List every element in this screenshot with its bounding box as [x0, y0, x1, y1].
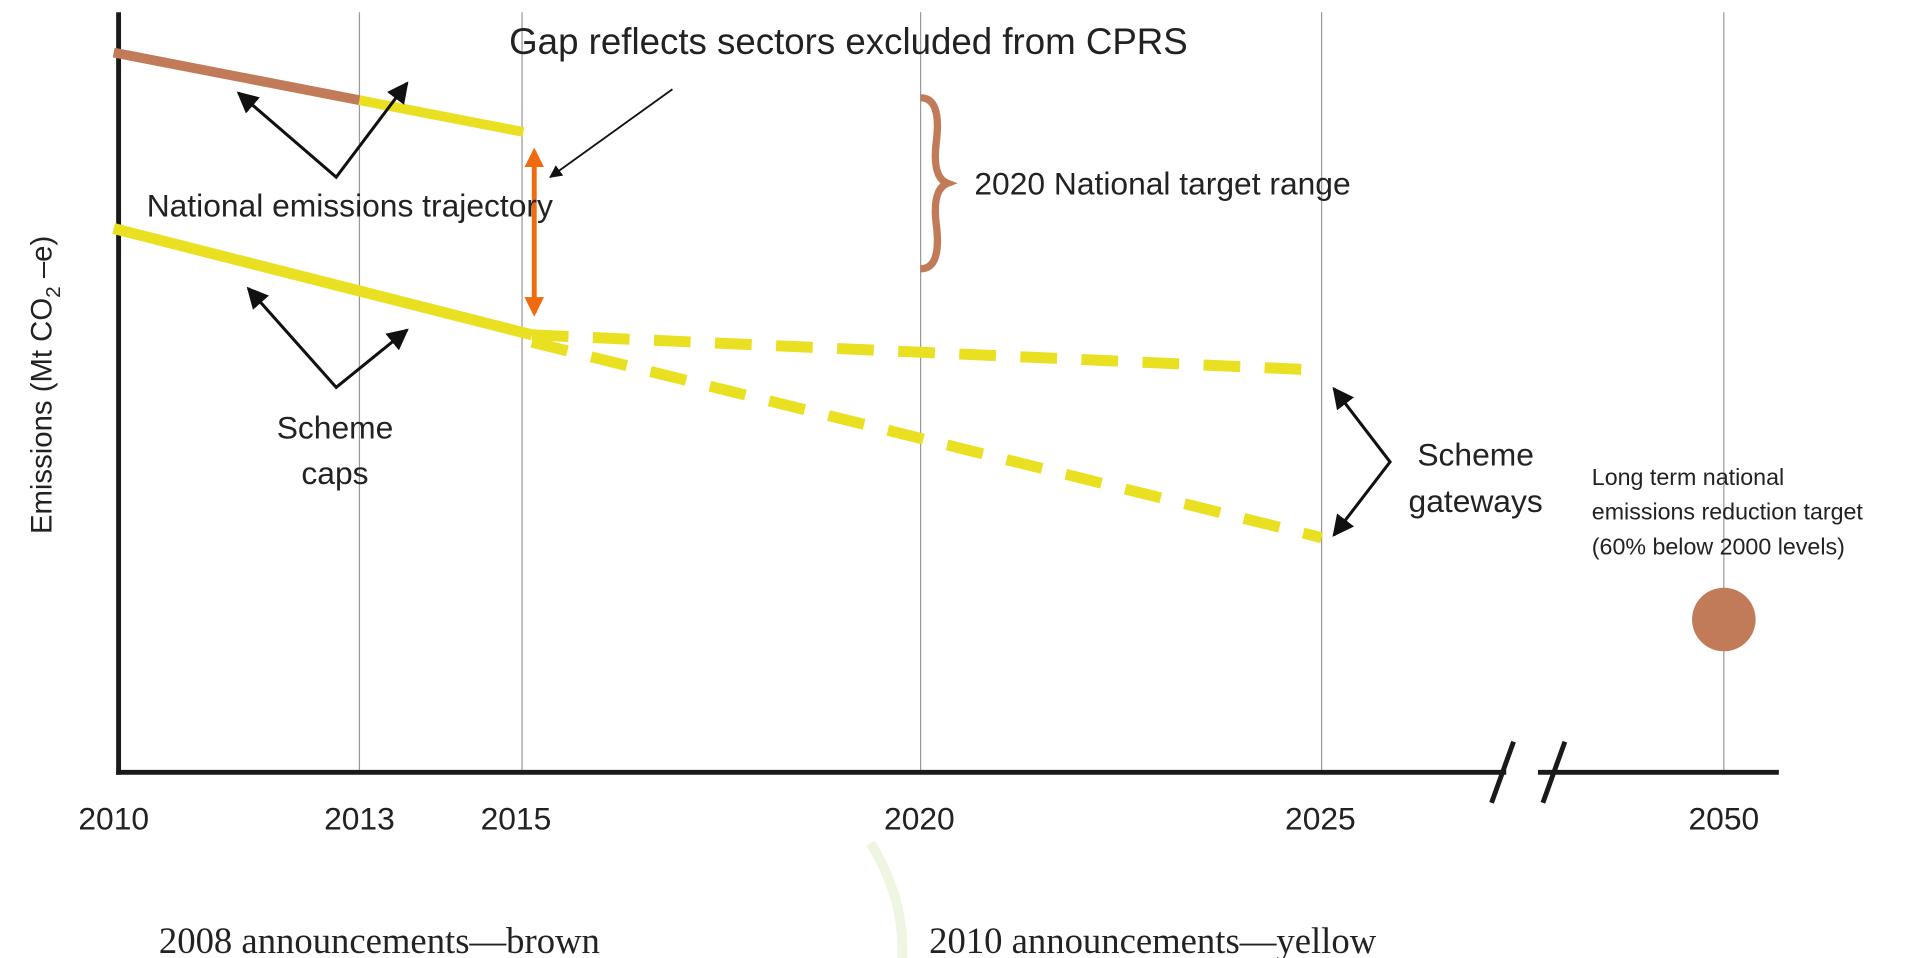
annotation: emissions reduction target	[1592, 498, 1864, 524]
annotation: Scheme	[1417, 437, 1534, 473]
annotation: National emissions trajectory	[147, 187, 553, 223]
decoration	[866, 840, 908, 958]
axes	[116, 12, 1779, 804]
x-label: 2010	[78, 801, 149, 837]
note: 2008 announcements—brown	[159, 920, 600, 958]
y-axis-label-tail: –e)	[25, 236, 58, 287]
x-labels: 2010 2013 2015 2020 2025 2050	[78, 801, 1759, 837]
x-label: 2025	[1285, 801, 1356, 837]
annotation: 2020 National target range	[974, 165, 1350, 201]
annotation: Scheme	[277, 410, 394, 446]
target-brace	[920, 94, 958, 273]
annotation: Long term national	[1592, 464, 1784, 490]
lines	[112, 47, 1323, 543]
long-term-dot	[1692, 587, 1756, 652]
note: 2010 announcements—yellow	[929, 920, 1377, 958]
y-axis-label-sub: 2	[42, 286, 65, 298]
x-label: 2015	[481, 801, 552, 837]
y-axis-label-main: Emissions (Mt CO	[25, 298, 58, 534]
x-label: 2020	[884, 801, 955, 837]
annotation: caps	[301, 455, 368, 491]
annotation: (60% below 2000 levels)	[1592, 534, 1845, 560]
x-label: 2013	[324, 801, 395, 837]
pointer-arrows	[236, 81, 1392, 537]
grid	[358, 12, 1725, 773]
annotation: gateways	[1409, 483, 1543, 519]
x-label: 2050	[1688, 801, 1759, 837]
callout: Gap reflects sectors excluded from CPRS	[509, 21, 1188, 62]
y-axis-label: Emissions (Mt CO2 –e)	[25, 236, 65, 534]
